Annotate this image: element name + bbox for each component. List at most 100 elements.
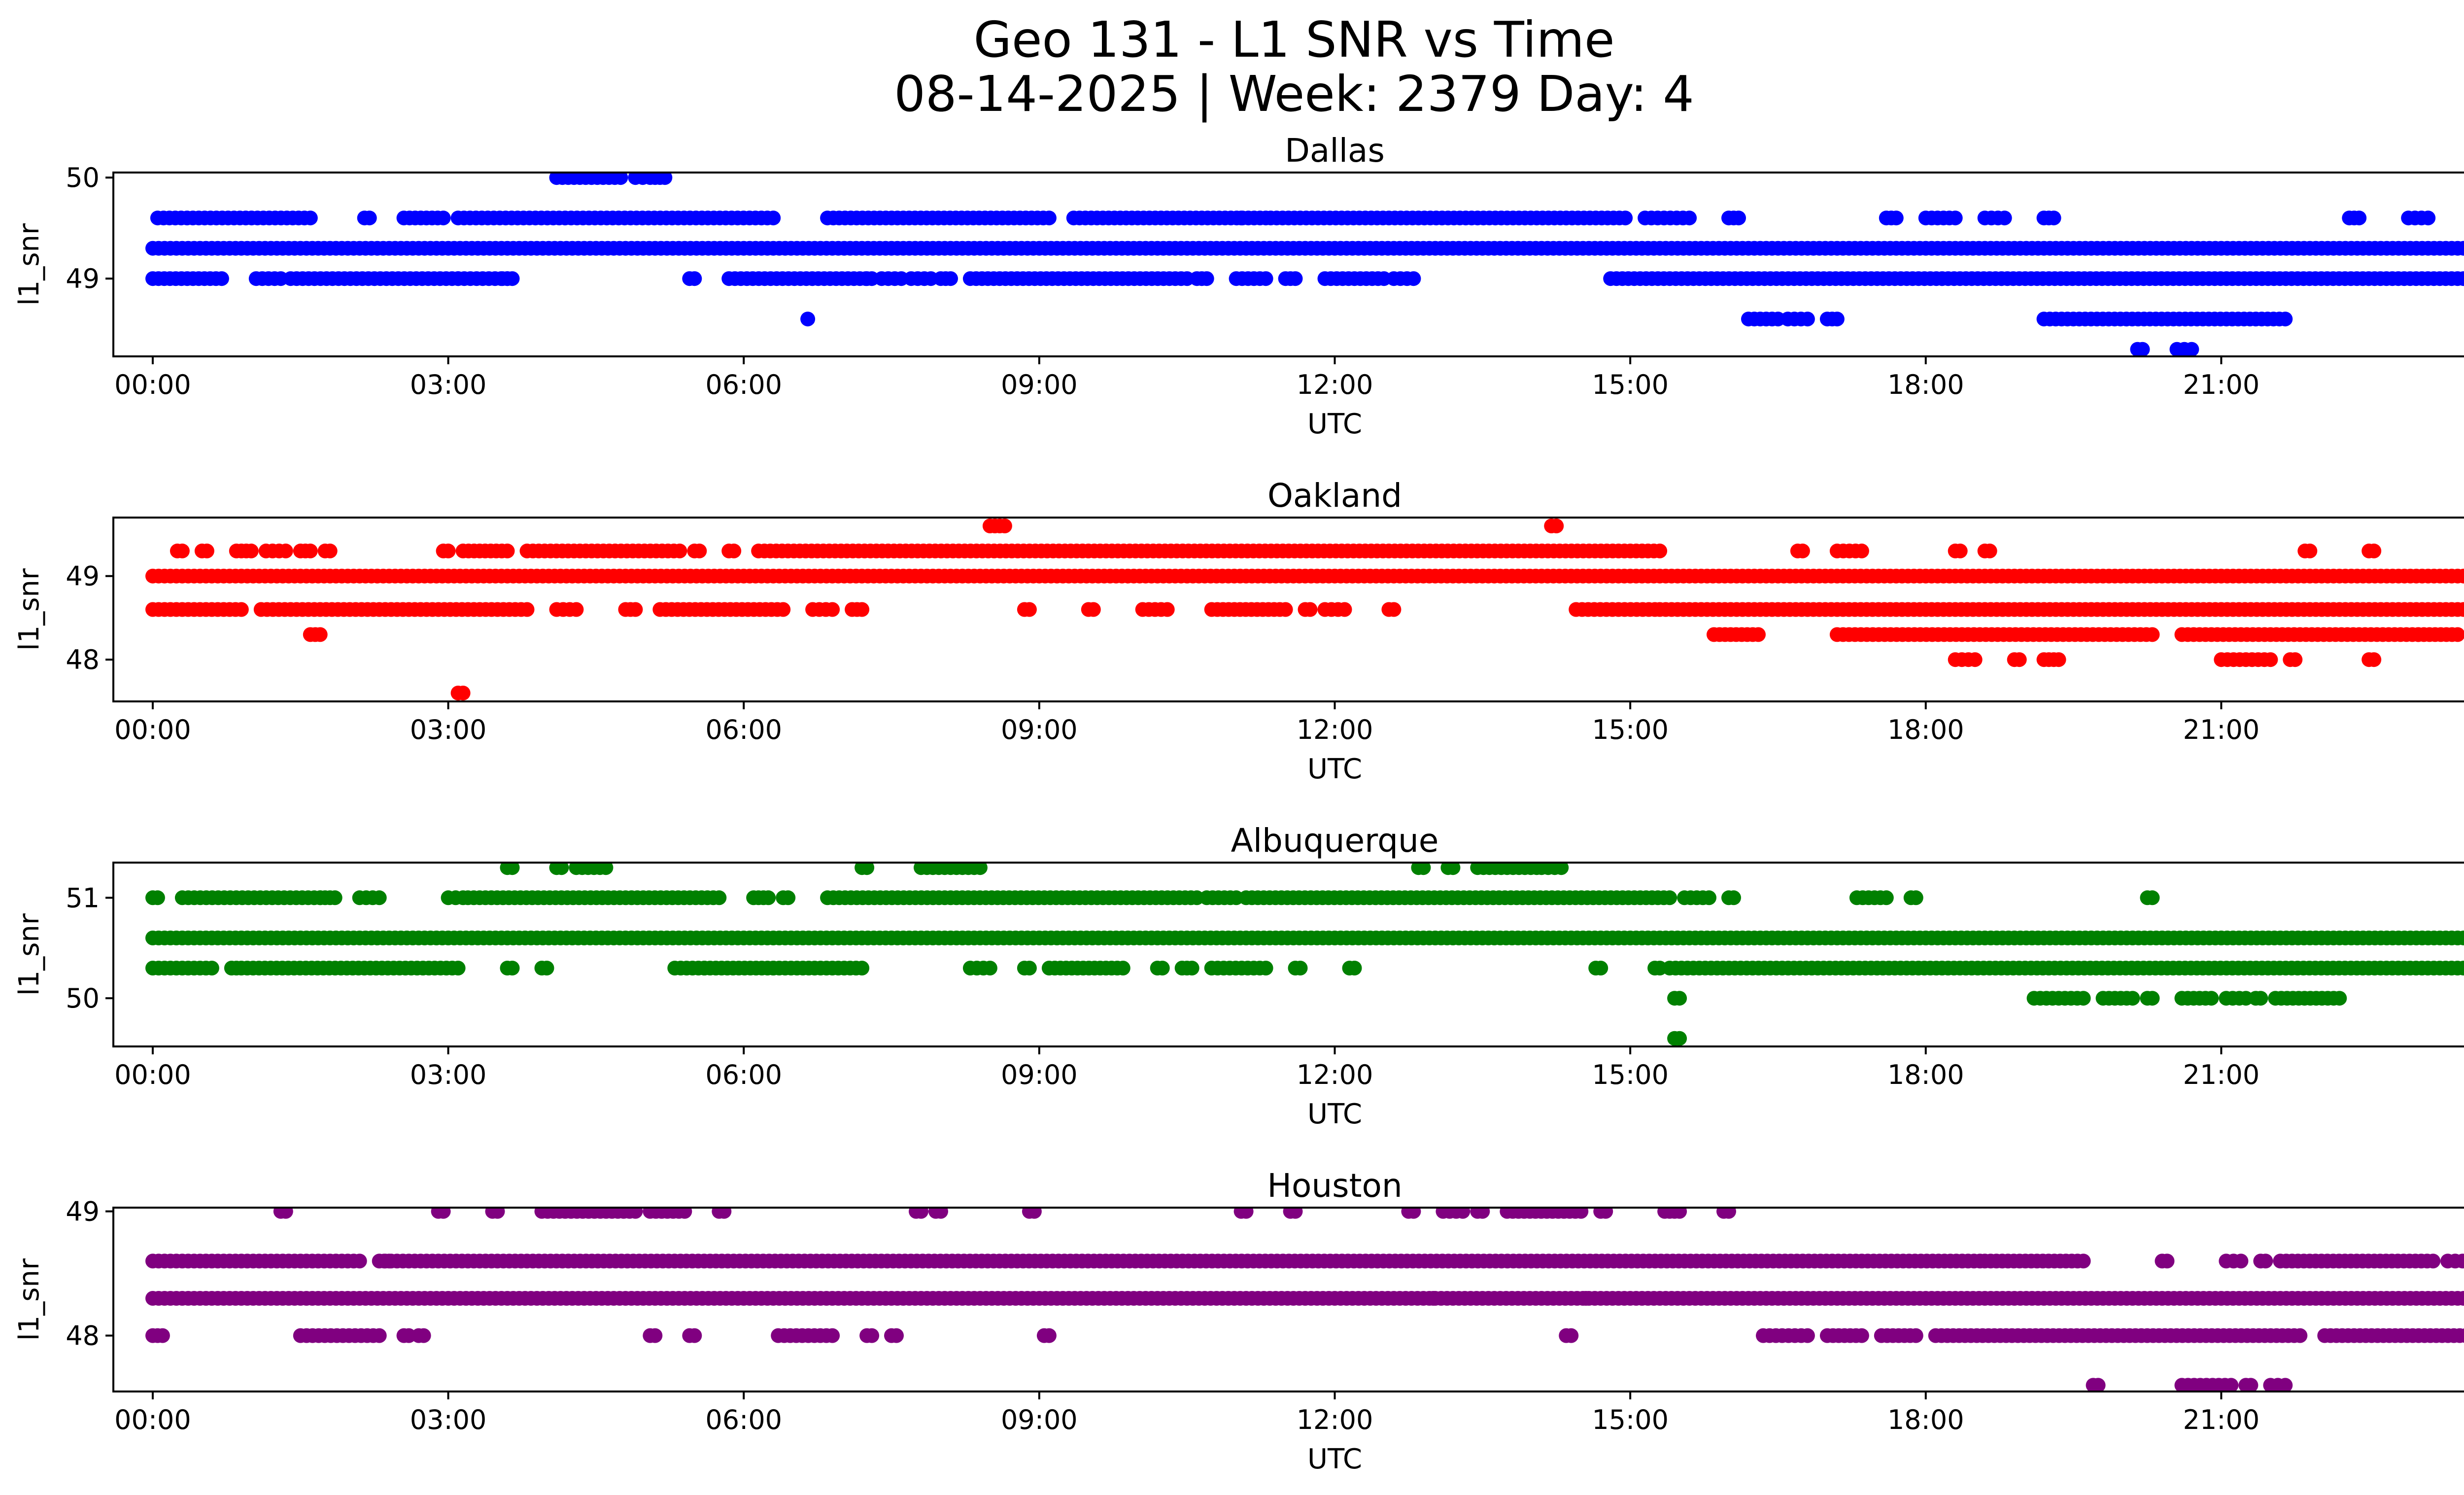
data-point xyxy=(450,961,466,975)
data-point xyxy=(312,627,328,642)
data-point xyxy=(1800,1328,1815,1343)
y-tick-label: 49 xyxy=(66,561,100,592)
data-point xyxy=(1574,1208,1589,1219)
data-point xyxy=(889,1328,904,1343)
data-point xyxy=(648,1328,663,1343)
data-point xyxy=(2456,568,2464,584)
data-point xyxy=(1564,1328,1579,1343)
x-tick-label: 21:00 xyxy=(2183,369,2260,400)
data-point xyxy=(776,602,791,617)
data-point xyxy=(327,890,342,905)
y-axis-label: l1_snr xyxy=(13,913,45,996)
data-point xyxy=(712,890,727,905)
data-point xyxy=(1041,1328,1057,1343)
data-point xyxy=(2332,991,2347,1006)
y-tick-label: 50 xyxy=(66,983,100,1014)
x-tick-label: 21:00 xyxy=(2183,1059,2260,1090)
data-point xyxy=(155,1328,170,1343)
x-tick-label: 18:00 xyxy=(1887,369,1964,400)
data-point xyxy=(2243,1378,2259,1391)
data-point xyxy=(1288,271,1303,286)
data-point xyxy=(677,1208,692,1219)
data-point xyxy=(2263,652,2278,667)
x-tick-label: 12:00 xyxy=(1297,714,1373,745)
data-point xyxy=(436,210,451,226)
data-point xyxy=(2145,991,2160,1006)
data-point xyxy=(1337,602,1352,617)
data-point xyxy=(303,210,318,226)
data-point xyxy=(2278,1378,2293,1391)
data-point xyxy=(1041,210,1057,226)
x-tick-label: 03:00 xyxy=(410,369,487,400)
data-point xyxy=(657,173,673,185)
data-point xyxy=(943,271,958,286)
x-tick-label: 18:00 xyxy=(1887,1404,1964,1435)
data-point xyxy=(1982,543,1997,558)
data-point xyxy=(855,961,870,975)
data-point xyxy=(1475,1208,1490,1219)
data-point xyxy=(2456,930,2464,945)
data-point xyxy=(199,543,214,558)
data-markers xyxy=(145,863,2464,1046)
data-point xyxy=(1199,271,1214,286)
x-tick-label: 09:00 xyxy=(1001,369,1078,400)
x-tick-label: 15:00 xyxy=(1592,369,1669,400)
data-point xyxy=(2012,652,2027,667)
x-tick-label: 06:00 xyxy=(705,714,782,745)
data-point xyxy=(1854,543,1869,558)
x-tick-label: 03:00 xyxy=(410,1059,487,1090)
x-tick-label: 12:00 xyxy=(1297,1059,1373,1090)
data-point xyxy=(2224,1378,2239,1391)
data-point xyxy=(1115,961,1130,975)
data-point xyxy=(2135,342,2150,356)
data-markers xyxy=(145,519,2464,700)
data-point xyxy=(1593,961,1608,975)
data-markers xyxy=(145,1208,2464,1391)
data-point xyxy=(687,1328,702,1343)
data-point xyxy=(692,543,707,558)
data-point xyxy=(505,863,520,875)
data-point xyxy=(1455,1208,1471,1219)
data-point xyxy=(1278,602,1293,617)
data-point xyxy=(2458,1328,2464,1343)
data-point xyxy=(982,961,997,975)
x-tick-label: 15:00 xyxy=(1592,714,1669,745)
data-point xyxy=(1578,1291,1594,1306)
data-point xyxy=(2184,342,2199,356)
y-tick-label: 51 xyxy=(66,882,100,913)
subplot-oakland: Oakland 00:00 03:00 06:00 09:00 12:00 15:00 18:… xyxy=(13,477,2464,785)
subplot-title: Albuquerque xyxy=(1231,822,1439,860)
x-tick-label: 06:00 xyxy=(705,369,782,400)
data-point xyxy=(2293,1328,2308,1343)
data-point xyxy=(2366,652,2382,667)
data-point xyxy=(505,271,520,286)
data-point xyxy=(1022,961,1037,975)
data-point xyxy=(2462,963,2464,973)
subplot-dallas: Dallas 00:00 03:00 06:00 09:00 12:00 15:00 18:0… xyxy=(13,132,2464,440)
x-tick-label: 00:00 xyxy=(114,1404,191,1435)
data-point xyxy=(781,890,796,905)
data-point xyxy=(1416,863,1431,875)
data-point xyxy=(441,543,456,558)
x-tick-label: 15:00 xyxy=(1592,1059,1669,1090)
data-point xyxy=(1086,602,1101,617)
data-point xyxy=(1258,961,1273,975)
data-point xyxy=(800,312,816,327)
figure-title-line-1: Geo 131 - L1 SNR vs Time xyxy=(974,11,1615,69)
subplot-panels: Dallas 00:00 03:00 06:00 09:00 12:00 15:00 18:0… xyxy=(13,132,2464,1475)
data-point xyxy=(1795,543,1810,558)
data-point xyxy=(174,543,190,558)
data-point xyxy=(352,1253,367,1269)
y-axis-label: l1_snr xyxy=(13,568,45,651)
data-point xyxy=(490,1208,505,1219)
data-markers xyxy=(145,173,2464,356)
data-point xyxy=(1549,519,1564,533)
data-point xyxy=(628,602,643,617)
subplot-title: Dallas xyxy=(1285,132,1385,170)
data-point xyxy=(1721,1208,1736,1219)
data-point xyxy=(500,543,515,558)
x-axis-label: UTC xyxy=(1307,408,1362,440)
data-point xyxy=(2462,933,2464,943)
x-tick-label: 09:00 xyxy=(1001,1059,1078,1090)
